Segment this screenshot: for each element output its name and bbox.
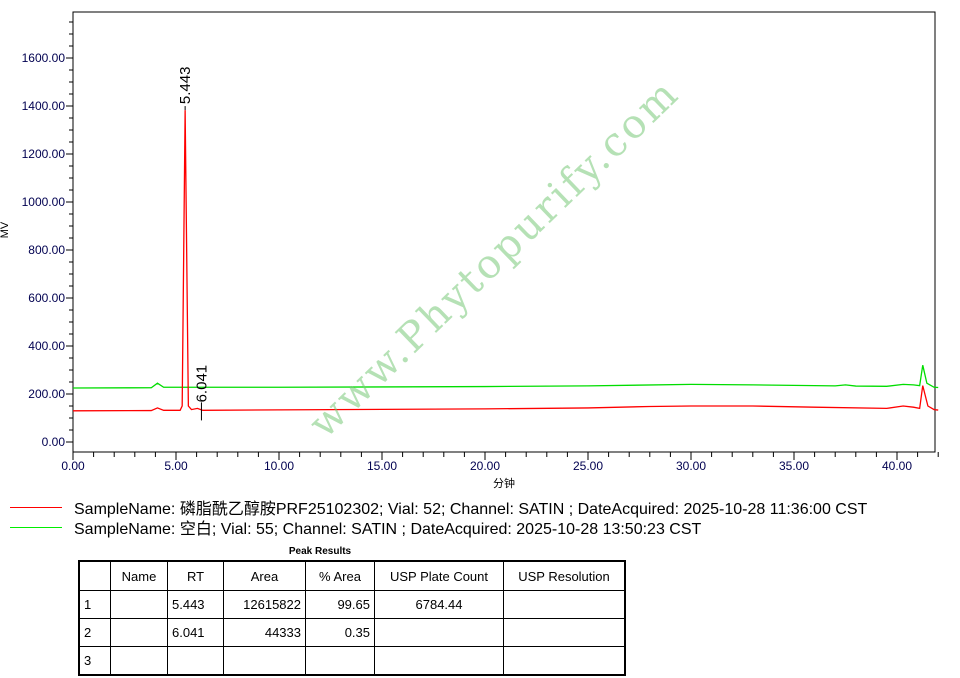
series-line-sample (72, 110, 939, 412)
x-tick-label: 10.00 (264, 459, 294, 473)
table-cell (110, 646, 168, 676)
peak-results-table: Name RT Area% Area USP Plate Count USP Resol… (78, 560, 626, 676)
y-tick-label: 1600.00 (22, 51, 66, 65)
table-cell: 44333 (223, 618, 306, 647)
x-tick-label: 35.00 (779, 459, 809, 473)
y-tick-label: 1200.00 (22, 147, 66, 161)
table-cell: 1 (78, 590, 111, 619)
table-cell (374, 646, 504, 676)
y-tick-label: 1000.00 (22, 195, 66, 209)
y-axis-label: MV (0, 221, 11, 238)
y-tick-label: 1400.00 (22, 99, 66, 113)
chromatogram: 0.00 5.00 10.00 15.00 20.00 25.00 30.00 35.00 40… (0, 11, 939, 490)
column-header: USP Plate Count (374, 560, 504, 591)
table-cell (110, 590, 168, 619)
x-tick-label: 15.00 (367, 459, 397, 473)
table-row: 3 (78, 646, 626, 676)
table-cell (167, 646, 224, 676)
legend-entry-blank: SampleName: 空白; Vial: 55; Channel: SATIN… (10, 515, 701, 539)
table-cell: 99.65 (305, 590, 375, 619)
x-tick-label: 30.00 (676, 459, 706, 473)
table-row: 1 5.443 12615822 99.65 6784.44 (78, 590, 626, 619)
table-row: 2 6.041 44333 0.35 (78, 618, 626, 647)
legend-swatch-green (10, 526, 62, 528)
table-cell: 12615822 (223, 590, 306, 619)
x-tick-label: 25.00 (573, 459, 603, 473)
peak-results-title: Peak Results (288, 546, 352, 557)
y-tick-label: 0.00 (42, 435, 66, 449)
table-cell: 2 (78, 618, 111, 647)
legend-label: SampleName: 空白; Vial: 55; Channel: SATIN… (74, 521, 702, 538)
column-header: % Area (305, 560, 375, 591)
table-cell (503, 646, 626, 676)
x-tick-label: 40.00 (882, 459, 912, 473)
legend-swatch-red (10, 506, 62, 508)
table-cell (503, 590, 626, 619)
table-cell: 6.041 (167, 618, 224, 647)
column-header: USP Resolution (503, 560, 626, 591)
table-cell (305, 646, 375, 676)
table-cell: 5.443 (167, 590, 224, 619)
table-cell: 6784.44 (374, 590, 504, 619)
table-cell (223, 646, 306, 676)
table-header-row: Name RT Area% Area USP Plate Count USP Resol… (78, 560, 626, 591)
legend-entry-sample: SampleName: 磷脂酰乙醇胺PRF25102302; Vial: 52;… (10, 495, 867, 519)
y-tick-label: 800.00 (28, 243, 65, 257)
table-cell: 3 (78, 646, 111, 676)
x-axis-label: 分钟 (493, 476, 515, 490)
column-header (78, 560, 111, 591)
x-tick-label: 5.00 (164, 459, 188, 473)
x-tick-label: 20.00 (470, 459, 500, 473)
table-cell (374, 618, 504, 647)
table-cell (503, 618, 626, 647)
y-tick-label: 200.00 (28, 387, 65, 401)
y-tick-label: 600.00 (28, 291, 65, 305)
column-header: Name (110, 560, 168, 591)
column-header: Area (223, 560, 306, 591)
peak-label: 5.443 (177, 67, 194, 105)
table-cell: 0.35 (305, 618, 375, 647)
y-tick-label: 400.00 (28, 339, 65, 353)
column-header: RT (167, 560, 224, 591)
table-cell (110, 618, 168, 647)
legend-label: SampleName: 磷脂酰乙醇胺PRF25102302; Vial: 52;… (74, 501, 868, 518)
x-tick-label: 0.00 (61, 459, 85, 473)
plot-frame (72, 11, 936, 453)
peak-label: 6.041 (193, 365, 210, 403)
